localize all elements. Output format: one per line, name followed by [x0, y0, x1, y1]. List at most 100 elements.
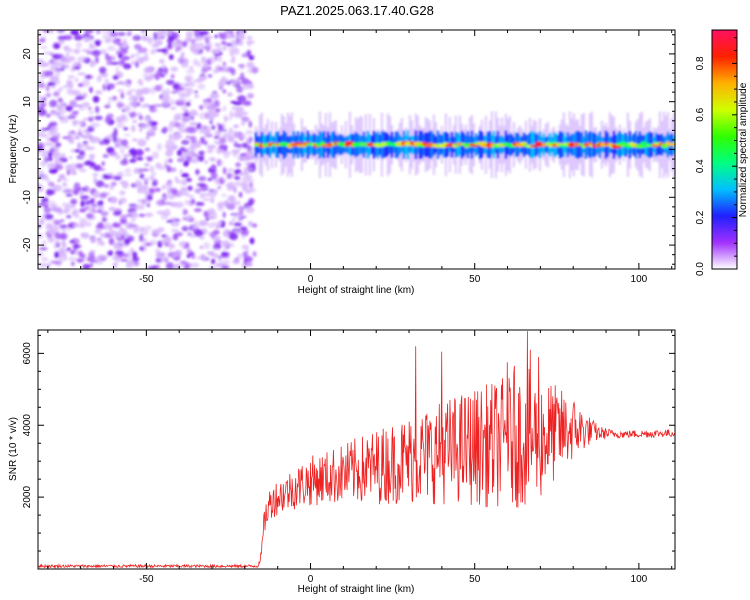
- noise-blob: [199, 30, 209, 36]
- noise-blob: [42, 97, 47, 102]
- noise-blob: [238, 191, 243, 198]
- noise-blob: [198, 176, 207, 182]
- noise-blob: [166, 189, 171, 196]
- noise-blob: [207, 35, 213, 39]
- noise-blob: [87, 107, 93, 110]
- x-tick-label: 0: [308, 574, 314, 585]
- noise-blob: [146, 135, 150, 140]
- noise-blob: [72, 66, 80, 70]
- noise-blob: [217, 185, 221, 190]
- noise-blob: [173, 135, 179, 141]
- noise-blob: [129, 158, 137, 163]
- noise-blob: [51, 62, 61, 69]
- noise-blob: [130, 247, 135, 254]
- noise-blob: [241, 244, 250, 250]
- noise-blob: [210, 197, 215, 204]
- noise-blob: [204, 130, 210, 135]
- noise-blob: [70, 204, 76, 209]
- noise-blob: [173, 32, 180, 39]
- noise-blob: [167, 36, 175, 40]
- noise-blob: [199, 246, 204, 249]
- noise-blob: [248, 55, 255, 61]
- noise-blob: [227, 202, 236, 210]
- noise-blob: [94, 40, 101, 47]
- noise-blob: [115, 66, 120, 73]
- noise-blob: [83, 144, 90, 148]
- snr-panel: -50 0 50 100 2000 4000 6000 Height of straigh…: [8, 329, 676, 595]
- noise-blob: [170, 91, 180, 94]
- noise-blob: [57, 179, 61, 182]
- noise-blob: [227, 195, 236, 203]
- noise-blob: [185, 87, 194, 95]
- noise-blob: [238, 210, 244, 216]
- noise-blob: [214, 43, 222, 47]
- noise-blob: [231, 106, 238, 111]
- noise-blob: [120, 92, 125, 99]
- noise-blob: [214, 239, 222, 245]
- noise-blob: [144, 147, 150, 152]
- noise-blob: [138, 79, 142, 82]
- noise-blob: [187, 233, 192, 236]
- noise-blob: [38, 32, 42, 36]
- noise-blob: [211, 258, 216, 265]
- noise-blob: [246, 168, 254, 171]
- noise-blob: [142, 73, 148, 77]
- noise-blob: [217, 66, 224, 71]
- noise-blob: [210, 171, 218, 180]
- noise-blob: [111, 223, 122, 228]
- noise-blob: [141, 34, 149, 42]
- noise-blob: [126, 90, 133, 96]
- noise-blob: [233, 48, 240, 55]
- colorbar-label: Normalized spectral amplitude: [738, 82, 749, 217]
- noise-blob: [49, 148, 55, 152]
- noise-blob: [242, 100, 251, 105]
- noise-blob: [222, 167, 227, 175]
- noise-blob: [185, 101, 191, 107]
- noise-blob: [247, 179, 255, 182]
- noise-blob: [132, 262, 140, 267]
- noise-blob: [53, 203, 58, 208]
- noise-blob: [138, 96, 145, 103]
- noise-blob: [79, 168, 87, 173]
- noise-blob: [126, 83, 131, 88]
- noise-blob: [38, 108, 47, 116]
- noise-blob: [119, 170, 124, 178]
- noise-blob: [161, 196, 166, 200]
- noise-blob: [238, 64, 245, 68]
- noise-blob: [115, 51, 123, 55]
- noise-blob: [98, 240, 104, 245]
- noise-blob: [191, 255, 196, 260]
- spectrogram-y-axis-label: Frequency (Hz): [8, 115, 19, 184]
- noise-blob: [211, 247, 222, 251]
- noise-blob: [219, 181, 225, 185]
- noise-blob: [80, 232, 89, 237]
- noise-blob: [237, 95, 247, 103]
- noise-blob: [233, 200, 241, 206]
- noise-blob: [243, 258, 248, 265]
- noise-blob: [200, 136, 205, 145]
- noise-blob: [123, 63, 132, 70]
- noise-blob: [176, 190, 186, 196]
- noise-blob: [213, 244, 217, 249]
- spectrogram-panel: -50 0 50 100 -20 -10 0 10 20 Height of straight…: [8, 29, 676, 296]
- noise-blob: [54, 233, 64, 240]
- noise-blob: [208, 189, 215, 192]
- noise-blob: [111, 55, 116, 62]
- noise-blob: [59, 86, 68, 89]
- noise-blob: [117, 32, 126, 36]
- noise-blob: [181, 63, 189, 68]
- noise-blob: [168, 33, 173, 36]
- noise-blob: [219, 136, 227, 144]
- noise-blob: [249, 198, 256, 204]
- noise-blob: [64, 64, 70, 69]
- noise-blob: [166, 88, 170, 96]
- colorbar: 0.0 0.2 0.4 0.6 0.8 Normalized spectral ampl…: [695, 29, 749, 276]
- noise-blob: [238, 40, 244, 46]
- noise-blob: [240, 121, 245, 126]
- noise-blob: [242, 251, 249, 258]
- noise-blob: [186, 69, 195, 74]
- noise-blob: [131, 218, 136, 222]
- noise-blob: [213, 48, 221, 54]
- noise-blob: [229, 110, 234, 119]
- noise-blob: [163, 208, 171, 217]
